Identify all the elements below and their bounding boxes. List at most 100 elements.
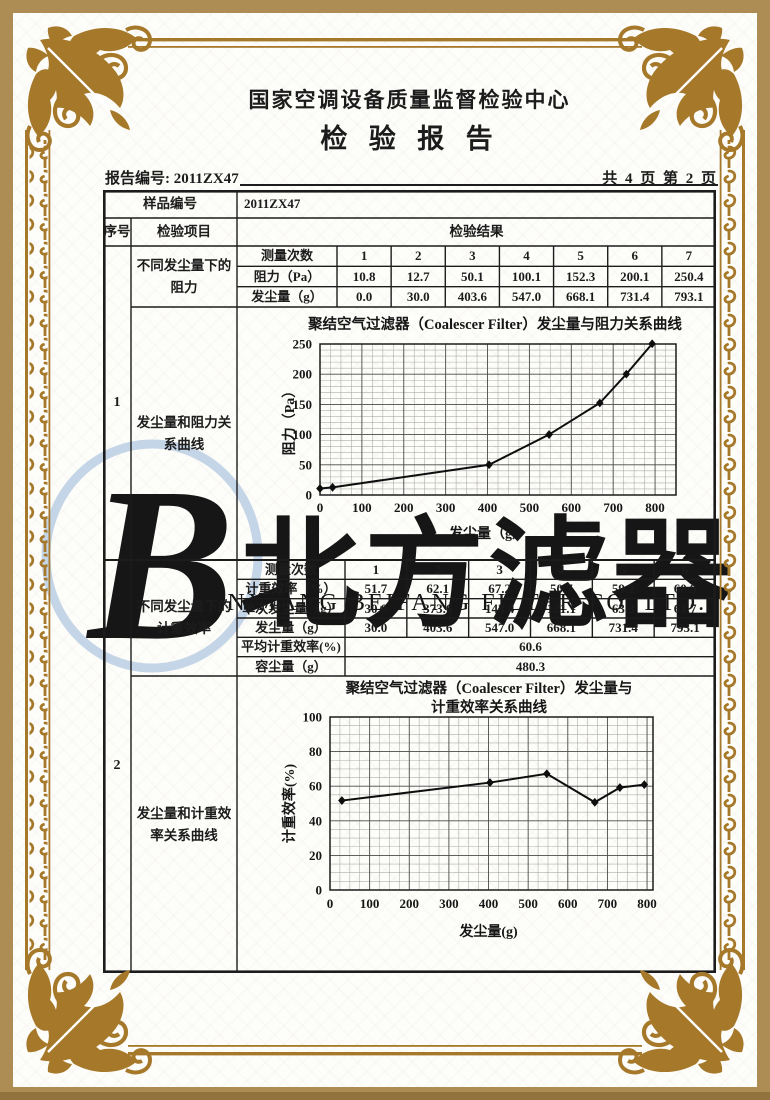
t2-row-label-0: 测量次数 (264, 561, 317, 577)
svg-text:20: 20 (309, 848, 322, 863)
svg-text:40: 40 (309, 813, 322, 828)
report-title: 检 验 报 告 (320, 124, 499, 155)
t2-summary-label-1: 容尘量（g） (255, 658, 327, 674)
t1-cell-0-2: 3 (469, 248, 476, 264)
t2-cell-3-1: 403.6 (423, 619, 453, 635)
section1-serial: 1 (113, 394, 121, 410)
svg-text:700: 700 (598, 896, 618, 911)
svg-text:聚结空气过滤器（Coalescer Filter）发尘量与: 聚结空气过滤器（Coalescer Filter）发尘量与 (345, 679, 633, 697)
svg-text:100: 100 (293, 427, 313, 442)
t1-cell-1-1: 12.7 (406, 268, 430, 284)
svg-text:600: 600 (562, 500, 582, 515)
report-number: 报告编号: 2011ZX47 (105, 171, 239, 187)
svg-text:80: 80 (309, 744, 322, 759)
svg-text:300: 300 (436, 500, 456, 515)
t2-cell-3-0: 30.0 (364, 619, 388, 635)
svg-text:阻力（Pa）: 阻力（Pa） (281, 384, 298, 456)
col-header-item: 检验项目 (157, 223, 211, 239)
t1-cell-1-0: 10.8 (352, 268, 376, 284)
t1-row-label-0: 测量次数 (260, 248, 313, 264)
svg-text:计重效率关系曲线: 计重效率关系曲线 (431, 698, 547, 716)
t2-cell-1-1: 62.1 (426, 581, 450, 597)
svg-text:700: 700 (603, 500, 623, 515)
svg-text:100: 100 (352, 500, 372, 515)
t1-cell-2-4: 668.1 (566, 289, 596, 305)
t1-cell-2-5: 731.4 (620, 289, 650, 305)
t2-summary-label-0: 平均计重效率(%) (241, 639, 341, 655)
svg-text:0: 0 (317, 500, 324, 515)
t2-summary-value-1: 480.3 (515, 658, 546, 674)
dust-resistance-chart: 0 100 200 300 400 500 600 700 800 0 50 100 150 200 250… (281, 315, 682, 542)
t2-cell-0-1: 2 (434, 561, 441, 577)
t2-cell-0-5: 6 (681, 561, 689, 577)
t1-cell-2-3: 547.0 (511, 289, 542, 305)
svg-text:500: 500 (518, 896, 538, 911)
section1-item-curve: 发尘量和阻力关系曲线 (136, 414, 232, 452)
svg-text:800: 800 (637, 896, 657, 911)
t1-cell-1-5: 200.1 (620, 268, 650, 284)
col-header-serial: 序号 (103, 223, 131, 239)
t2-cell-3-2: 547.0 (484, 619, 515, 635)
t1-cell-1-2: 50.1 (460, 268, 484, 284)
svg-text:发尘量(g): 发尘量(g) (458, 923, 518, 940)
t2-row-label-3: 发尘量（g） (255, 619, 327, 635)
t1-cell-2-2: 403.6 (457, 289, 487, 305)
t1-cell-0-1: 2 (414, 248, 422, 264)
svg-text:200: 200 (400, 896, 420, 911)
center-name: 国家空调设备质量监督检验中心 (248, 88, 571, 112)
t1-cell-0-0: 1 (360, 248, 368, 264)
t1-cell-0-5: 6 (631, 248, 639, 264)
section1-item-resistance: 不同发尘量下的阻力 (136, 257, 232, 295)
svg-text:200: 200 (394, 500, 414, 515)
svg-text:400: 400 (479, 896, 499, 911)
t2-summary-value-0: 60.6 (519, 639, 542, 655)
svg-text:0: 0 (316, 883, 323, 898)
svg-text:300: 300 (439, 896, 459, 911)
t1-cell-2-1: 30.0 (406, 289, 430, 305)
svg-text:计重效率(%): 计重效率(%) (281, 764, 298, 844)
t1-cell-1-3: 100.1 (511, 268, 542, 284)
svg-text:60: 60 (309, 779, 322, 794)
t2-cell-3-4: 731.4 (608, 619, 638, 635)
sample-no-label: 样品编号 (143, 195, 197, 211)
dust-efficiency-chart: 0 100 200 300 400 500 600 700 800 0 20 40 60 80 100 聚结空… (281, 679, 657, 940)
t2-cell-1-3: 50.7 (550, 581, 573, 597)
t2-row-label-2: 单次发尘量（g） (242, 600, 340, 616)
t2-cell-0-0: 1 (372, 561, 380, 577)
t2-cell-1-5: 60.9 (673, 581, 697, 597)
t2-cell-0-4: 5 (619, 561, 627, 577)
page-info: 共 4 页 第 2 页 (602, 171, 718, 187)
t2-cell-3-5: 793.1 (670, 619, 700, 635)
t1-row-label-2: 发尘量（g） (251, 289, 323, 305)
t1-cell-2-6: 793.1 (674, 289, 704, 305)
meta-underline (240, 184, 718, 186)
t2-row-label-1: 计重效率（%） (245, 581, 337, 597)
t2-cell-0-3: 4 (558, 561, 565, 577)
t2-cell-2-5: 61.7 (673, 600, 697, 616)
section2-item-curve: 发尘量和计重效率关系曲线 (136, 805, 232, 843)
t1-cell-1-4: 152.3 (566, 268, 596, 284)
t1-row-label-1: 阻力（Pa） (253, 268, 321, 284)
svg-text:200: 200 (293, 367, 313, 382)
svg-text:100: 100 (360, 896, 380, 911)
t2-cell-3-3: 668.1 (546, 619, 577, 635)
section2-item-efficiency: 不同发尘量下的计重效率 (136, 599, 232, 636)
t1-cell-0-4: 5 (577, 248, 584, 264)
results-table: 样品编号 2011ZX47 序号 检验项目 检验结果 1 不同发尘量下的阻力 发尘量和阻力关系… (103, 190, 716, 973)
svg-text:150: 150 (293, 397, 313, 412)
svg-text:0: 0 (327, 896, 334, 911)
sample-no-value: 2011ZX47 (244, 196, 301, 212)
svg-text:500: 500 (520, 500, 540, 515)
svg-text:50: 50 (299, 457, 312, 472)
t1-cell-0-3: 4 (523, 248, 530, 264)
t2-cell-2-0: 30.0 (364, 600, 388, 616)
t2-cell-2-3: 121.1 (546, 600, 577, 616)
t1-cell-2-0: 0.0 (355, 289, 373, 305)
svg-text:600: 600 (558, 896, 578, 911)
t2-cell-1-0: 51.7 (364, 581, 388, 597)
t1-cell-0-6: 7 (685, 248, 693, 264)
t2-cell-2-4: 63.3 (611, 600, 635, 616)
t1-cell-1-6: 250.4 (674, 268, 704, 284)
svg-text:250: 250 (293, 337, 313, 352)
